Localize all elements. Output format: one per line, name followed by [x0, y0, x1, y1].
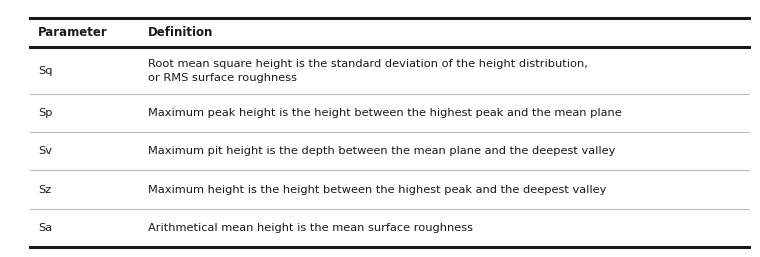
Text: Sv: Sv	[38, 146, 52, 157]
Text: Maximum pit height is the depth between the mean plane and the deepest valley: Maximum pit height is the depth between …	[148, 146, 616, 157]
Text: Root mean square height is the standard deviation of the height distribution,
or: Root mean square height is the standard …	[148, 59, 588, 82]
Text: Sp: Sp	[38, 108, 52, 118]
Text: Sz: Sz	[38, 185, 51, 195]
Text: Sq: Sq	[38, 66, 52, 76]
Text: Arithmetical mean height is the mean surface roughness: Arithmetical mean height is the mean sur…	[148, 223, 473, 233]
Text: Maximum height is the height between the highest peak and the deepest valley: Maximum height is the height between the…	[148, 185, 606, 195]
Text: Parameter: Parameter	[38, 26, 108, 39]
Text: Sa: Sa	[38, 223, 52, 233]
Text: Maximum peak height is the height between the highest peak and the mean plane: Maximum peak height is the height betwee…	[148, 108, 622, 118]
Text: Definition: Definition	[148, 26, 214, 39]
